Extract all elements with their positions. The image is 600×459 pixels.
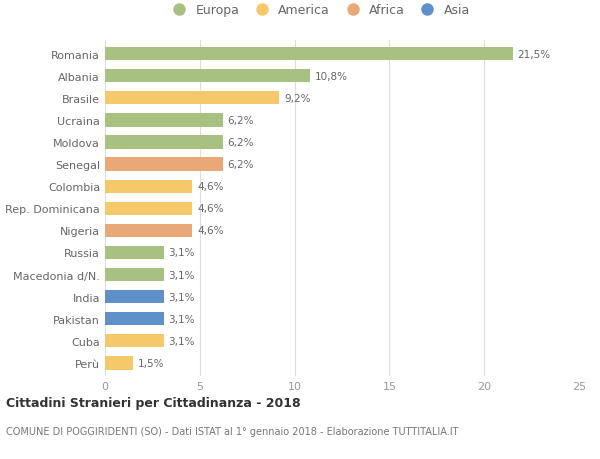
Text: COMUNE DI POGGIRIDENTI (SO) - Dati ISTAT al 1° gennaio 2018 - Elaborazione TUTTI: COMUNE DI POGGIRIDENTI (SO) - Dati ISTAT… [6,426,458,436]
Text: 3,1%: 3,1% [169,270,195,280]
Bar [105,246,164,259]
Bar [105,357,133,370]
Text: 21,5%: 21,5% [517,50,551,60]
Bar [105,92,280,105]
Bar [105,291,164,304]
Text: 6,2%: 6,2% [227,116,254,126]
Text: 3,1%: 3,1% [169,314,195,324]
Text: 3,1%: 3,1% [169,248,195,258]
Text: 6,2%: 6,2% [227,160,254,170]
Legend: Europa, America, Africa, Asia: Europa, America, Africa, Asia [167,4,470,17]
Bar [105,48,512,61]
Text: 4,6%: 4,6% [197,204,223,214]
Text: 4,6%: 4,6% [197,182,223,192]
Bar [105,136,223,149]
Bar [105,158,223,171]
Bar [105,224,192,237]
Text: 6,2%: 6,2% [227,138,254,148]
Text: 4,6%: 4,6% [197,226,223,236]
Bar [105,202,192,215]
Text: 10,8%: 10,8% [314,72,347,82]
Bar [105,269,164,281]
Bar [105,180,192,193]
Text: 3,1%: 3,1% [169,336,195,346]
Text: 3,1%: 3,1% [169,292,195,302]
Bar [105,70,310,83]
Text: 9,2%: 9,2% [284,94,311,104]
Bar [105,335,164,348]
Text: Cittadini Stranieri per Cittadinanza - 2018: Cittadini Stranieri per Cittadinanza - 2… [6,396,301,409]
Bar [105,313,164,326]
Text: 1,5%: 1,5% [138,358,164,368]
Bar [105,114,223,127]
